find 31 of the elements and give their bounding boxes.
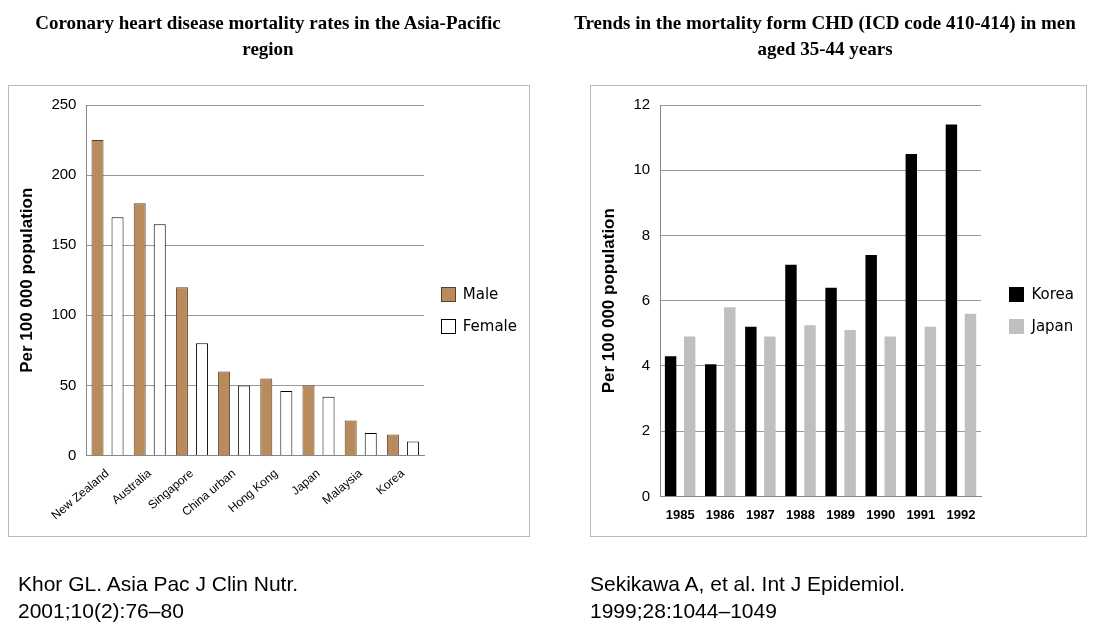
legend-label: Japan <box>1031 317 1074 335</box>
legend-label: Male <box>462 285 499 303</box>
x-tick-label: 1991 <box>906 506 936 522</box>
y-tick-label: 0 <box>68 445 77 463</box>
x-tick-label: 1987 <box>745 506 775 522</box>
y-tick-label: 8 <box>641 225 651 243</box>
y-tick-label: 6 <box>641 290 651 308</box>
y-tick-label: 200 <box>51 165 77 183</box>
x-tick-label: 1985 <box>665 506 695 522</box>
x-tick-label: 1989 <box>826 506 856 522</box>
text: Sekikawa A, et al. Int J Epidemiol. 1999;28:1044–1049 <box>590 571 907 624</box>
y-tick-label: 0 <box>641 486 651 504</box>
y-axis-title: Per 100 000 population <box>598 208 618 394</box>
x-tick-label: 1992 <box>946 506 976 522</box>
y-axis-title: Per 100 000 population <box>16 187 36 373</box>
x-tick-label: 1990 <box>866 506 896 522</box>
chart-title: Coronary heart disease mortality rates in the Asia-Pacific region <box>34 11 502 61</box>
y-tick-label: 12 <box>633 95 651 113</box>
chart-title: Trends in the mortality form CHD (ICD code 410-414) in men aged 35-44 years <box>573 11 1077 61</box>
y-tick-label: 10 <box>633 160 651 178</box>
y-tick-label: 100 <box>51 305 77 323</box>
x-tick-label: 1986 <box>705 506 735 522</box>
legend-label: Korea <box>1031 285 1074 303</box>
text: Female <box>462 317 517 335</box>
y-tick-label: 4 <box>641 356 651 374</box>
y-tick-label: 150 <box>51 235 77 253</box>
x-tick-label: 1988 <box>786 506 815 522</box>
y-tick-label: 250 <box>51 95 77 113</box>
y-tick-label: 50 <box>59 375 77 393</box>
text: Khor GL. Asia Pac J Clin Nutr. 2001;10(2):76–80 <box>18 571 300 624</box>
y-tick-label: 2 <box>641 421 651 439</box>
